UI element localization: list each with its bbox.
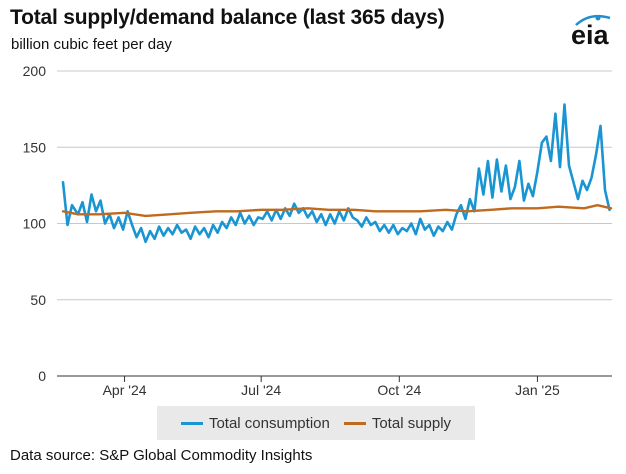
x-tick-label: Oct '24 (377, 382, 421, 398)
data-source: Data source: S&P Global Commodity Insigh… (10, 447, 313, 464)
legend-swatch-consumption (180, 421, 203, 425)
y-tick-label: 150 (23, 139, 47, 155)
legend-label-supply: Total supply (371, 414, 452, 432)
axis-layer: 0 50 100 150 200 Apr '24 Jul '24 Oct '24 Jan '25 (23, 63, 612, 398)
y-tick-label: 0 (38, 368, 46, 384)
x-tick-label: Apr '24 (103, 382, 147, 398)
legend-item-supply[interactable]: Total supply (343, 414, 452, 432)
logo-text: eia (571, 20, 610, 48)
y-tick-label: 200 (23, 63, 47, 79)
series-layer (61, 103, 613, 244)
legend-item-consumption[interactable]: Total consumption (180, 414, 330, 432)
y-tick-label: 50 (30, 292, 46, 308)
legend-swatch-supply (343, 421, 366, 425)
legend-label-consumption: Total consumption (208, 414, 330, 432)
y-tick-label: 100 (23, 216, 47, 232)
chart-title: Total supply/demand balance (last 365 da… (10, 6, 445, 29)
series-line-consumption (61, 103, 611, 244)
grid-layer (57, 70, 612, 301)
legend: Total consumption Total supply (157, 406, 475, 440)
logo-dot (595, 15, 601, 21)
chart-subtitle: billion cubic feet per day (11, 36, 172, 53)
x-tick-label: Jul '24 (241, 382, 281, 398)
series-line-supply (61, 204, 613, 218)
x-tick-label: Jan '25 (515, 382, 560, 398)
eia-logo: eia (571, 14, 611, 48)
logo-arc (575, 14, 611, 26)
